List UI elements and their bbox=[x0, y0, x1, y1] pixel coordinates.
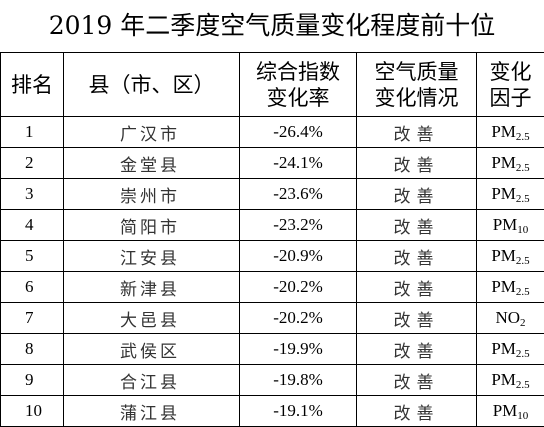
rank-cell: 7 bbox=[0, 302, 64, 334]
rate-cell: -23.6% bbox=[239, 178, 357, 210]
factor-cell: NO2 bbox=[476, 302, 544, 334]
factor-base: PM bbox=[491, 184, 516, 203]
status-cell: 改善 bbox=[356, 147, 477, 179]
rate-cell: -26.4% bbox=[239, 116, 357, 148]
county-cell: 蒲江县 bbox=[63, 395, 240, 427]
rate-cell: -20.2% bbox=[239, 302, 357, 334]
factor-cell: PM10 bbox=[476, 209, 544, 241]
rate-cell: -19.9% bbox=[239, 333, 357, 365]
table-row: 10 蒲江县 -19.1% 改善 PM10 bbox=[0, 395, 544, 427]
rank-cell: 1 bbox=[0, 116, 64, 148]
rank-cell: 9 bbox=[0, 364, 64, 396]
factor-base: PM bbox=[491, 246, 516, 265]
county-cell: 金堂县 bbox=[63, 147, 240, 179]
status-cell: 改善 bbox=[356, 333, 477, 365]
table-row: 2 金堂县 -24.1% 改善 PM2.5 bbox=[0, 147, 544, 179]
table-row: 9 合江县 -19.8% 改善 PM2.5 bbox=[0, 364, 544, 396]
factor-subscript: 2.5 bbox=[515, 255, 530, 267]
header-row: 排名 县（市、区） 综合指数 变化率 空气质量 变化情况 变化 因子 bbox=[0, 52, 544, 117]
factor-subscript: 2.5 bbox=[515, 286, 530, 298]
rank-cell: 4 bbox=[0, 209, 64, 241]
factor-cell: PM2.5 bbox=[476, 271, 544, 303]
table-row: 8 武侯区 -19.9% 改善 PM2.5 bbox=[0, 333, 544, 365]
factor-base: PM bbox=[492, 215, 518, 234]
rank-cell: 3 bbox=[0, 178, 64, 210]
factor-subscript: 10 bbox=[517, 224, 529, 236]
county-cell: 广汉市 bbox=[63, 116, 240, 148]
status-cell: 改善 bbox=[356, 395, 477, 427]
factor-cell: PM2.5 bbox=[476, 364, 544, 396]
rate-cell: -20.2% bbox=[239, 271, 357, 303]
factor-subscript: 2.5 bbox=[515, 131, 530, 143]
status-cell: 改善 bbox=[356, 364, 477, 396]
table-row: 1 广汉市 -26.4% 改善 PM2.5 bbox=[0, 116, 544, 148]
rate-cell: -19.1% bbox=[239, 395, 357, 427]
table-row: 4 简阳市 -23.2% 改善 PM10 bbox=[0, 209, 544, 241]
factor-base: PM bbox=[492, 401, 518, 420]
factor-subscript: 2.5 bbox=[515, 193, 530, 205]
header-rate: 综合指数 变化率 bbox=[239, 52, 357, 117]
rate-cell: -20.9% bbox=[239, 240, 357, 272]
rank-cell: 6 bbox=[0, 271, 64, 303]
ranking-table: 排名 县（市、区） 综合指数 变化率 空气质量 变化情况 变化 因子 bbox=[0, 52, 544, 427]
factor-cell: PM2.5 bbox=[476, 240, 544, 272]
status-cell: 改善 bbox=[356, 240, 477, 272]
factor-cell: PM10 bbox=[476, 395, 544, 427]
factor-cell: PM2.5 bbox=[476, 116, 544, 148]
county-cell: 大邑县 bbox=[63, 302, 240, 334]
factor-base: PM bbox=[491, 153, 516, 172]
header-status: 空气质量 变化情况 bbox=[356, 52, 477, 117]
rank-cell: 10 bbox=[0, 395, 64, 427]
rank-cell: 8 bbox=[0, 333, 64, 365]
factor-cell: PM2.5 bbox=[476, 333, 544, 365]
factor-base: PM bbox=[491, 370, 516, 389]
header-county: 县（市、区） bbox=[63, 52, 240, 117]
rank-cell: 2 bbox=[0, 147, 64, 179]
factor-cell: PM2.5 bbox=[476, 178, 544, 210]
factor-subscript: 2.5 bbox=[515, 379, 530, 391]
factor-subscript: 2.5 bbox=[515, 162, 530, 174]
county-cell: 合江县 bbox=[63, 364, 240, 396]
factor-subscript: 2.5 bbox=[515, 348, 530, 360]
status-cell: 改善 bbox=[356, 302, 477, 334]
factor-subscript: 2 bbox=[520, 317, 526, 329]
table-title: 2019 年二季度空气质量变化程度前十位 bbox=[48, 11, 496, 40]
status-cell: 改善 bbox=[356, 209, 477, 241]
county-cell: 简阳市 bbox=[63, 209, 240, 241]
factor-base: PM bbox=[491, 339, 516, 358]
table-row: 6 新津县 -20.2% 改善 PM2.5 bbox=[0, 271, 544, 303]
rate-cell: -24.1% bbox=[239, 147, 357, 179]
factor-base: PM bbox=[491, 122, 516, 141]
table-row: 3 崇州市 -23.6% 改善 PM2.5 bbox=[0, 178, 544, 210]
county-cell: 崇州市 bbox=[63, 178, 240, 210]
status-cell: 改善 bbox=[356, 116, 477, 148]
table-row: 7 大邑县 -20.2% 改善 NO2 bbox=[0, 302, 544, 334]
rank-cell: 5 bbox=[0, 240, 64, 272]
factor-base: NO bbox=[495, 308, 521, 327]
factor-base: PM bbox=[491, 277, 516, 296]
factor-cell: PM2.5 bbox=[476, 147, 544, 179]
county-cell: 新津县 bbox=[63, 271, 240, 303]
rate-cell: -19.8% bbox=[239, 364, 357, 396]
status-cell: 改善 bbox=[356, 178, 477, 210]
header-factor: 变化 因子 bbox=[476, 52, 544, 117]
county-cell: 江安县 bbox=[63, 240, 240, 272]
factor-subscript: 10 bbox=[517, 410, 529, 422]
header-rank: 排名 bbox=[0, 52, 64, 117]
table-row: 5 江安县 -20.9% 改善 PM2.5 bbox=[0, 240, 544, 272]
county-cell: 武侯区 bbox=[63, 333, 240, 365]
rate-cell: -23.2% bbox=[239, 209, 357, 241]
status-cell: 改善 bbox=[356, 271, 477, 303]
